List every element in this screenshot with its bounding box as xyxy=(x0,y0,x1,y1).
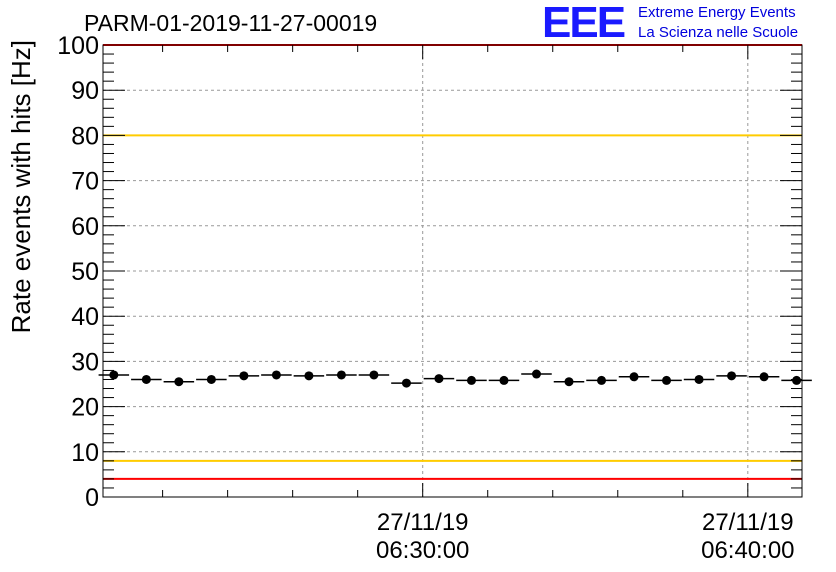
x-tick-label-date: 27/11/19 xyxy=(377,509,469,536)
y-axis-label: Rate events with hits [Hz] xyxy=(6,40,36,333)
y-tick-label: 20 xyxy=(71,394,99,422)
data-point xyxy=(109,370,119,380)
data-point xyxy=(174,377,184,387)
y-tick-label: 40 xyxy=(71,303,99,331)
data-point xyxy=(662,375,672,385)
data-point xyxy=(694,374,704,384)
y-tick-label: 90 xyxy=(71,77,99,105)
data-point xyxy=(531,369,541,379)
data-point xyxy=(206,374,216,384)
y-tick-label: 30 xyxy=(71,348,99,376)
data-point xyxy=(304,371,314,381)
chart-title: PARM-01-2019-11-27-00019 xyxy=(84,10,378,36)
grid-lines xyxy=(103,45,802,497)
data-point xyxy=(434,374,444,384)
x-tick-label-time: 06:30:00 xyxy=(376,537,469,564)
data-point xyxy=(629,372,639,382)
y-tick-label: 0 xyxy=(85,484,99,512)
reference-lines xyxy=(103,44,802,480)
eee-logo-mark: EEE xyxy=(542,0,626,47)
x-tick-label-time: 06:40:00 xyxy=(701,537,794,564)
logo-line-1: Extreme Energy Events xyxy=(638,4,796,21)
data-point xyxy=(336,370,346,380)
y-tick-label: 70 xyxy=(71,168,99,196)
data-point xyxy=(466,375,476,385)
data-point xyxy=(792,375,802,385)
data-point xyxy=(564,377,574,387)
data-point xyxy=(271,370,281,380)
y-tick-labels: 0 10 20 30 40 50 60 70 80 90 100 xyxy=(57,32,99,512)
data-point xyxy=(239,371,249,381)
y-tick-label: 100 xyxy=(57,32,99,60)
data-point xyxy=(401,378,411,388)
plot-frame xyxy=(102,44,803,498)
y-tick-label: 50 xyxy=(71,258,99,286)
y-tick-label: 80 xyxy=(71,122,99,150)
data-point xyxy=(597,375,607,385)
x-tick-label-date: 27/11/19 xyxy=(702,509,794,536)
data-point xyxy=(141,374,151,384)
logo-line-2: La Scienza nelle Scuole xyxy=(638,24,799,41)
data-point xyxy=(369,370,379,380)
data-points xyxy=(98,369,812,388)
data-point xyxy=(759,372,769,382)
data-point xyxy=(499,375,509,385)
y-tick-label: 60 xyxy=(71,213,99,241)
y-tick-label: 10 xyxy=(71,439,99,467)
data-point xyxy=(727,371,737,381)
